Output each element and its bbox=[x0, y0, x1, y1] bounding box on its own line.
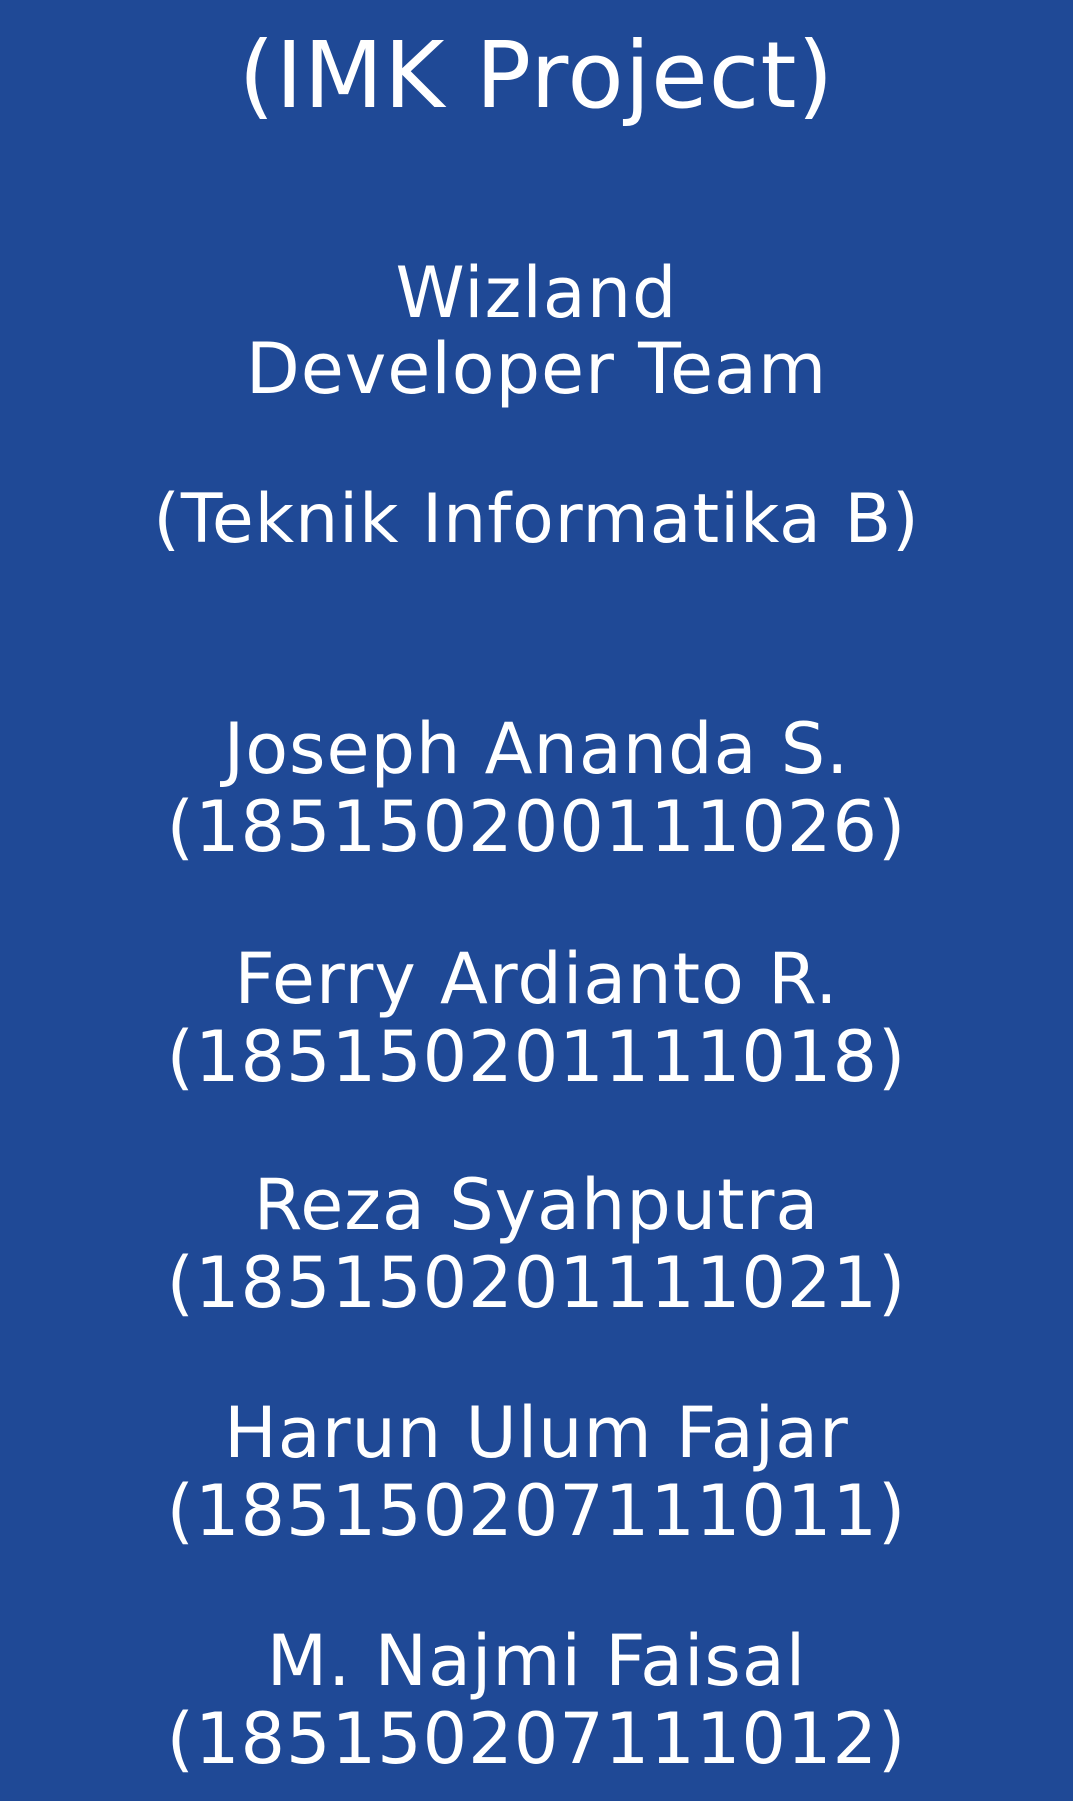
member-id-najmi: (185150207111012) bbox=[166, 1698, 907, 1780]
project-title: (IMK Project) bbox=[238, 22, 835, 129]
member-name-ferry: Ferry Ardianto R. bbox=[234, 938, 839, 1020]
class-name: (Teknik Informatika B) bbox=[153, 480, 920, 559]
member-name-joseph: Joseph Ananda S. bbox=[223, 708, 850, 790]
member-id-joseph: (185150200111026) bbox=[166, 786, 907, 868]
member-id-reza: (185150201111021) bbox=[166, 1242, 907, 1324]
member-name-najmi: M. Najmi Faisal bbox=[266, 1620, 807, 1702]
member-name-harun: Harun Ulum Fajar bbox=[224, 1392, 849, 1474]
member-id-ferry: (185150201111018) bbox=[166, 1016, 907, 1098]
member-name-reza: Reza Syahputra bbox=[253, 1164, 820, 1246]
member-id-harun: (185150207111011) bbox=[166, 1470, 907, 1552]
team-subtitle: Developer Team bbox=[245, 328, 828, 410]
team-name: Wizland bbox=[395, 252, 678, 334]
